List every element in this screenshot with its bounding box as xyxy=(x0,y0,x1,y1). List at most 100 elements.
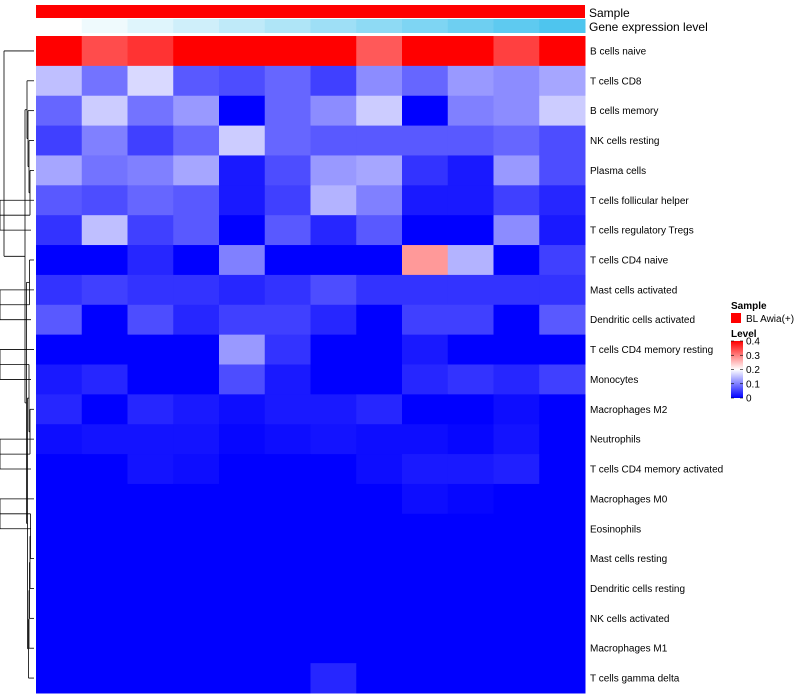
heatmap-cell xyxy=(81,304,128,336)
heatmap-cell xyxy=(539,304,586,336)
gene-expression-annotation-cell xyxy=(219,19,266,33)
heatmap-cell xyxy=(81,603,128,634)
heatmap-cell xyxy=(493,95,540,127)
heatmap-cell xyxy=(127,36,174,67)
row-label: Eosinophils xyxy=(590,524,641,535)
heatmap-cell xyxy=(36,334,83,365)
gene-expression-annotation-cell xyxy=(81,19,128,33)
heatmap-cell xyxy=(264,125,311,156)
heatmap-cell xyxy=(539,394,586,425)
heatmap-cell xyxy=(493,454,540,485)
heatmap-cell xyxy=(447,215,494,246)
heatmap-cell xyxy=(493,304,540,336)
heatmap-cell xyxy=(310,663,357,694)
heatmap-cell xyxy=(264,364,311,395)
legend-sample-entry: BL Awia(+) xyxy=(746,314,794,325)
heatmap-cell xyxy=(356,543,403,575)
row-label: Macrophages M0 xyxy=(590,494,668,505)
heatmap-cell xyxy=(402,125,449,156)
gene-expression-annotation-cell xyxy=(173,19,220,33)
gene-expression-annotation-cell xyxy=(310,19,357,33)
heatmap-cell xyxy=(173,245,220,276)
heatmap-cell xyxy=(219,633,266,664)
heatmap-cell xyxy=(264,663,311,694)
heatmap-cell xyxy=(81,95,128,127)
legend-tick-label: 0.2 xyxy=(746,365,760,376)
heatmap-cell xyxy=(219,36,266,67)
heatmap-cell xyxy=(219,364,266,395)
heatmap-cell xyxy=(402,424,449,455)
heatmap-cell xyxy=(356,513,403,545)
heatmap-cell xyxy=(173,215,220,246)
heatmap-cell xyxy=(173,483,220,515)
heatmap-cell xyxy=(539,245,586,276)
heatmap-cell xyxy=(539,334,586,365)
heatmap-cell xyxy=(36,36,83,67)
heatmap-cell xyxy=(356,304,403,336)
heatmap-cell xyxy=(447,663,494,694)
heatmap-cell xyxy=(493,215,540,246)
heatmap-cell xyxy=(493,334,540,365)
heatmap-cell xyxy=(264,573,311,604)
heatmap-cell xyxy=(539,603,586,634)
heatmap-cell xyxy=(310,633,357,664)
heatmap-cell xyxy=(310,454,357,485)
heatmap-cell xyxy=(264,245,311,276)
heatmap-cell xyxy=(127,364,174,395)
heatmap-cell xyxy=(447,483,494,515)
row-label: B cells memory xyxy=(590,106,658,117)
heatmap-cell xyxy=(402,364,449,395)
heatmap-cell xyxy=(493,155,540,186)
heatmap-cell xyxy=(81,36,128,67)
heatmap-cell xyxy=(356,334,403,365)
row-label: T cells follicular helper xyxy=(590,196,689,207)
heatmap-cell xyxy=(356,364,403,395)
heatmap-cell xyxy=(356,424,403,455)
heatmap-cell xyxy=(173,603,220,634)
heatmap-cell xyxy=(264,185,311,216)
heatmap-cell xyxy=(356,573,403,604)
heatmap-cell xyxy=(127,274,174,306)
heatmap-cell xyxy=(219,394,266,425)
heatmap-cell xyxy=(127,185,174,216)
heatmap-cell xyxy=(310,483,357,515)
heatmap-cell xyxy=(310,573,357,604)
heatmap-cell xyxy=(539,424,586,455)
heatmap-cell xyxy=(447,304,494,336)
heatmap-cell xyxy=(127,543,174,575)
heatmap-cell xyxy=(539,483,586,515)
heatmap-cell xyxy=(356,274,403,306)
heatmap-cell xyxy=(447,573,494,604)
heatmap-cell xyxy=(447,603,494,634)
heatmap-cell xyxy=(264,334,311,365)
heatmap-cell xyxy=(173,633,220,664)
heatmap-cell xyxy=(219,245,266,276)
heatmap-cell xyxy=(219,274,266,306)
heatmap-cell xyxy=(127,215,174,246)
heatmap-cell xyxy=(219,603,266,634)
heatmap-cell xyxy=(219,215,266,246)
legend-level-ticks: 0.4 0.3 0.2 0.1 0 xyxy=(731,337,760,405)
heatmap-cell xyxy=(264,603,311,634)
heatmap-cell xyxy=(36,65,83,97)
heatmap-cell xyxy=(173,125,220,156)
heatmap-cell xyxy=(264,65,311,97)
heatmap-cell xyxy=(310,274,357,306)
heatmap-cell xyxy=(447,633,494,664)
heatmap-cell xyxy=(81,65,128,97)
heatmap-cell xyxy=(81,274,128,306)
heatmap-cell xyxy=(447,36,494,67)
heatmap-cell xyxy=(539,573,586,604)
heatmap-cell xyxy=(219,483,266,515)
row-label: Plasma cells xyxy=(590,166,646,177)
heatmap-cell xyxy=(402,454,449,485)
heatmap-cell xyxy=(447,245,494,276)
heatmap-cell xyxy=(310,95,357,127)
heatmap-cell xyxy=(36,573,83,604)
legend-tick-label: 0.4 xyxy=(746,337,760,348)
heatmap-cell xyxy=(539,513,586,545)
heatmap-cell xyxy=(447,454,494,485)
heatmap-cell xyxy=(356,633,403,664)
heatmap-cell xyxy=(310,155,357,186)
